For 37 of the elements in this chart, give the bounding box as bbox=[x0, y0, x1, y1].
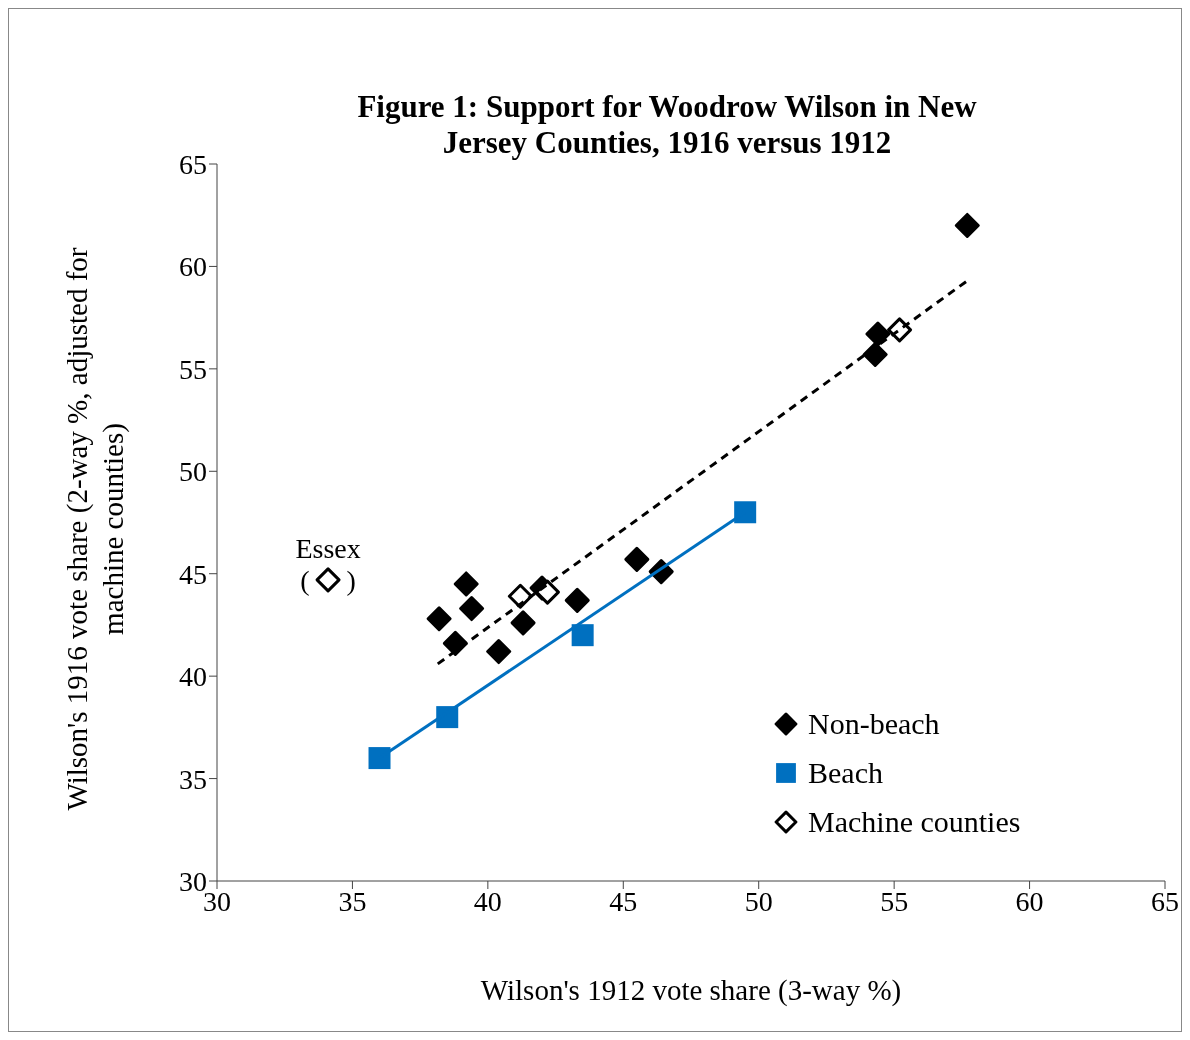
y-tick-label: 35 bbox=[179, 763, 207, 795]
point bbox=[315, 567, 341, 593]
point bbox=[865, 321, 891, 347]
x-tick-label: 40 bbox=[473, 885, 502, 917]
point bbox=[564, 587, 590, 613]
y-tick-label: 50 bbox=[179, 456, 207, 488]
x-tick-label: 65 bbox=[1151, 885, 1179, 917]
x-tick-label: 35 bbox=[338, 885, 367, 917]
y-axis-title: Wilson's 1916 vote share (2-way %, adjusted for machine counties) bbox=[60, 246, 130, 813]
point bbox=[453, 571, 479, 597]
point bbox=[624, 546, 650, 572]
x-tick-label: 60 bbox=[1015, 885, 1044, 917]
point bbox=[426, 606, 452, 632]
point bbox=[459, 596, 485, 622]
legend-label: Beach bbox=[808, 755, 883, 790]
y-tick-label: 55 bbox=[179, 353, 207, 385]
legend-label: Non-beach bbox=[808, 706, 940, 741]
y-tick-label: 45 bbox=[179, 558, 207, 590]
point bbox=[368, 747, 391, 770]
x-tick-label: 50 bbox=[744, 885, 773, 917]
y-tick-label: 65 bbox=[179, 148, 207, 180]
y-tick-label: 40 bbox=[179, 661, 207, 693]
x-tick-label: 55 bbox=[880, 885, 909, 917]
point bbox=[571, 624, 594, 647]
point bbox=[734, 501, 757, 524]
annotation: Essex bbox=[295, 532, 361, 564]
y-tick-label: 60 bbox=[179, 251, 207, 283]
legend-label: Machine counties bbox=[808, 804, 1021, 839]
point bbox=[954, 212, 980, 238]
point bbox=[507, 583, 533, 609]
point bbox=[510, 610, 536, 636]
annotation: ( ) bbox=[300, 564, 356, 596]
chart-title: Figure 1: Support for Woodrow Wilson in New Jersey Counties, 1916 versus 1912 bbox=[356, 89, 978, 161]
x-axis-title: Wilson's 1912 vote share (3-way %) bbox=[479, 974, 903, 1007]
x-tick-label: 45 bbox=[609, 885, 638, 917]
point bbox=[442, 630, 468, 656]
point bbox=[486, 639, 512, 665]
